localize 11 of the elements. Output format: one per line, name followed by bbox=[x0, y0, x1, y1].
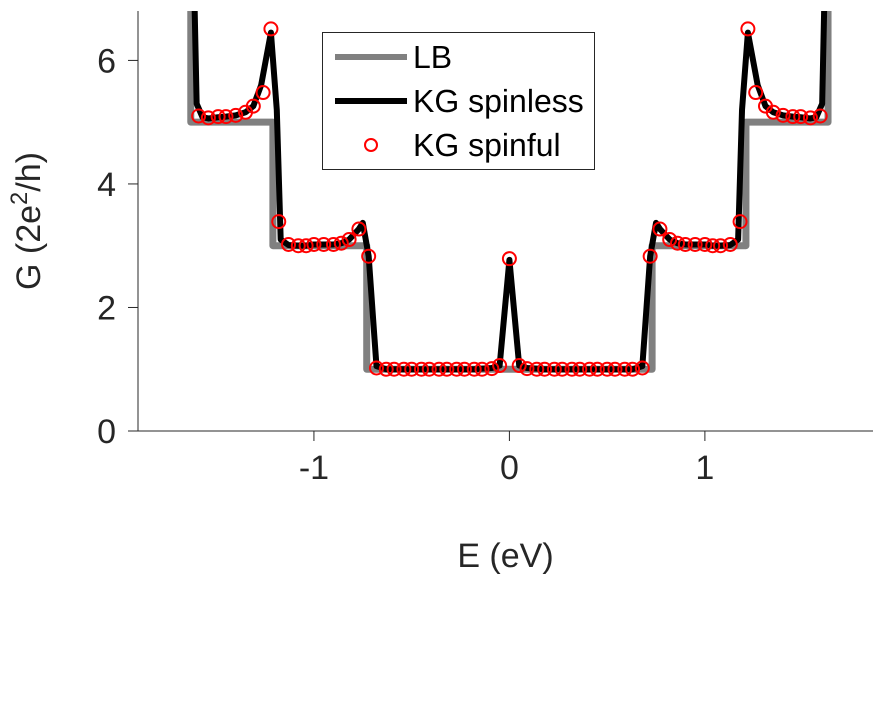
legend-label: KG spinful bbox=[413, 126, 561, 164]
y-tick-label: 2 bbox=[97, 290, 116, 328]
legend-label: KG spinless bbox=[413, 82, 584, 120]
y-tick-label: 0 bbox=[97, 413, 116, 452]
legend-label: LB bbox=[413, 38, 452, 76]
x-tick-label: 1 bbox=[695, 449, 714, 488]
y-tick-label: 4 bbox=[97, 166, 116, 204]
x-tick-label: -1 bbox=[298, 449, 330, 488]
x-tick-label: 0 bbox=[500, 449, 519, 488]
x-axis-title: E (eV) bbox=[457, 537, 554, 575]
y-tick-label: 6 bbox=[97, 42, 116, 80]
